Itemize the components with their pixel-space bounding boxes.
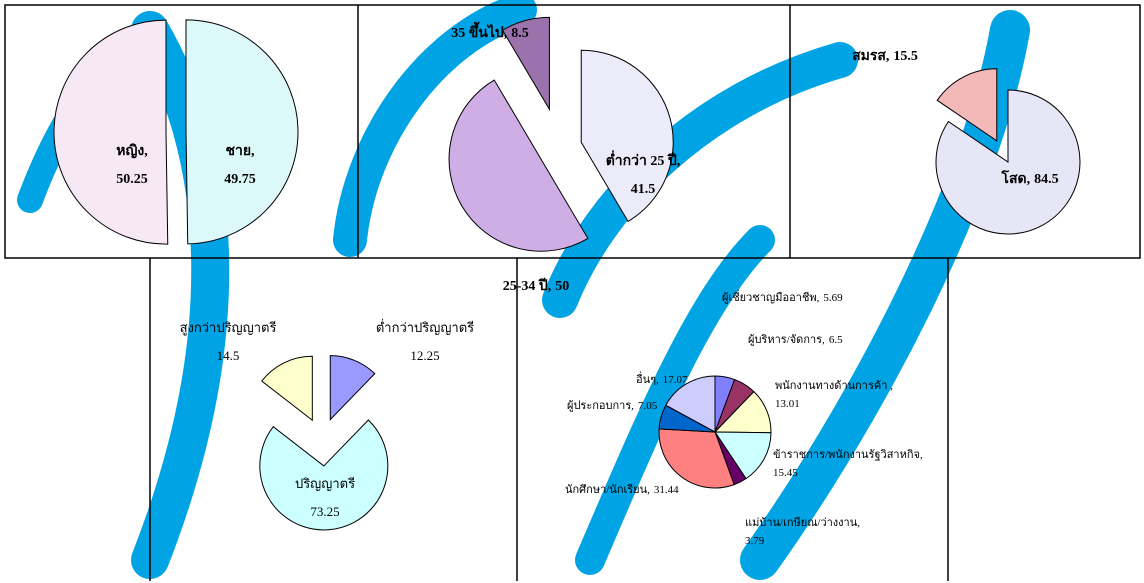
slice-label: ผู้เชี่ยวชาญมืออาชีพ,5.69: [722, 289, 843, 304]
slice-label: อื่นๆ, 17.07: [636, 371, 688, 386]
chart-sheet: ชาย,49.75หญิง,50.25ต่ำกว่า 25 ปี,41.525-…: [0, 0, 1144, 583]
value-label: 12.25: [410, 348, 439, 363]
category-label: สูงกว่าปริญญาตรี: [180, 320, 277, 336]
slice-label: ผู้บริหาร/จัดการ, 6.5: [748, 334, 843, 346]
value-label: 49.75: [224, 172, 256, 187]
category-label: โสด,: [1000, 169, 1030, 187]
value-label: 84.5: [1034, 172, 1059, 187]
slice-label: นักศึกษา/นักเรียน, 31.44: [565, 483, 679, 496]
value-label: 7.05: [638, 400, 658, 412]
category-label: พนักงานทางด้านการค้า ,: [775, 380, 893, 392]
slice-label: โสด, 84.5: [1000, 169, 1058, 187]
category-label: ผู้บริหาร/จัดการ,: [748, 334, 825, 346]
category-label: ต่ำกว่าปริญญาตรี: [376, 319, 474, 335]
slice-label: ผู้ประกอบการ, 7.05: [567, 400, 658, 412]
pie-chart: ต่ำกว่าปริญญาตรี 12.25 ปริญญาตรี 73.25 สูงกว…: [180, 319, 475, 530]
slice-label: ต่ำกว่าปริญญาตรี 12.25: [376, 319, 474, 363]
category-label: ข้าราชการ/พนักงานรัฐวิสาหกิจ,: [773, 449, 923, 461]
value-label: 15.5: [893, 49, 918, 64]
pie-chart: โสด, 84.5 สมรส, 15.5: [852, 49, 1080, 234]
value-label: 73.25: [310, 504, 339, 519]
pie-slice: [54, 20, 168, 244]
category-label: ผู้ประกอบการ,: [567, 400, 634, 412]
value-label: 17.07: [663, 374, 688, 386]
pie-slice: [330, 356, 375, 420]
category-label: ชาย,: [225, 144, 254, 159]
category-label: หญิง,: [116, 143, 148, 159]
category-label: ปริญญาตรี: [295, 476, 355, 491]
value-label: 31.44: [654, 484, 679, 496]
value-label: 13.01: [775, 398, 800, 410]
value-label: 50.25: [116, 172, 148, 187]
category-label: แม่บ้าน/เกษียณ/ว่างงาน,: [745, 516, 860, 529]
value-label: 14.5: [217, 348, 240, 363]
value-label: 8.5: [511, 26, 529, 41]
slice-label: 25-34 ปี,50: [503, 278, 570, 294]
category-label: สมรส,: [852, 49, 889, 64]
value-label: 5.69: [823, 292, 843, 304]
slice-label: ข้าราชการ/พนักงานรัฐวิสาหกิจ, 15.45: [773, 449, 923, 479]
category-label: อื่นๆ,: [636, 371, 659, 386]
value-label: 50: [555, 279, 569, 294]
category-label: ผู้เชี่ยวชาญมืออาชีพ,: [722, 289, 820, 304]
value-label: 41.5: [631, 182, 656, 197]
pie-slice: [581, 50, 673, 221]
value-label: 3.79: [745, 535, 765, 547]
pie-slice: [186, 20, 298, 244]
pie-slice: [262, 356, 313, 420]
category-label: 25-34 ปี,: [503, 278, 552, 294]
category-label: นักศึกษา/นักเรียน,: [565, 483, 650, 496]
value-label: 6.5: [829, 334, 843, 346]
pie-slice: [449, 80, 588, 251]
value-label: 15.45: [773, 467, 798, 479]
slice-label: สมรส, 15.5: [852, 49, 918, 64]
